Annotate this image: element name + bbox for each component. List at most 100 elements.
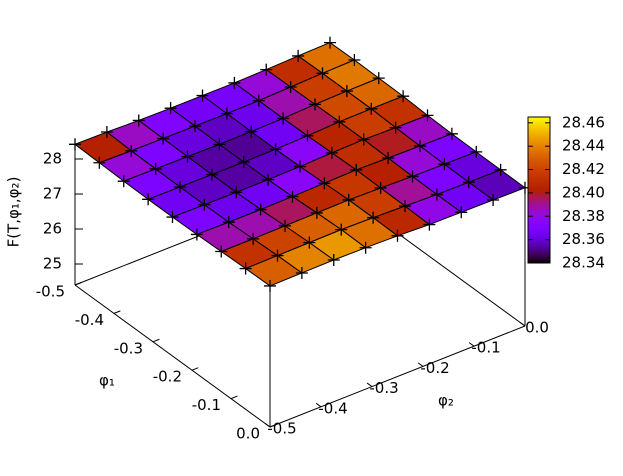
y-tick-label: 0.0 [525, 319, 549, 337]
point-marker [350, 163, 363, 176]
point-marker [279, 219, 291, 232]
point-marker [494, 163, 507, 176]
base-edge [74, 284, 271, 428]
point-marker [414, 140, 426, 153]
point-marker [215, 245, 228, 258]
point-marker [125, 144, 138, 157]
z-tick-label: 28 [43, 150, 62, 168]
x-tick-label: -0.4 [75, 311, 104, 329]
point-marker [252, 94, 265, 107]
point-marker [247, 232, 260, 245]
point-marker [333, 115, 346, 128]
y-tick-label: -0.3 [369, 379, 398, 397]
point-marker [284, 81, 297, 93]
point-marker [262, 173, 275, 186]
point-marker [357, 133, 370, 146]
point-marker [397, 90, 410, 103]
x-tick [269, 424, 277, 428]
colorbar-tick-label: 28.36 [562, 230, 605, 248]
point-marker [335, 223, 348, 236]
x-tick [230, 395, 238, 400]
point-marker [245, 125, 258, 138]
colorbar-tick-label: 28.38 [562, 207, 605, 225]
point-marker [142, 193, 155, 206]
point-marker [316, 67, 329, 80]
point-marker [421, 109, 434, 122]
x-tick [152, 338, 160, 343]
point-marker [213, 138, 226, 151]
y-tick [519, 322, 526, 327]
colorbar-gradient [527, 116, 551, 264]
colorbar-tick-label: 28.40 [562, 183, 605, 201]
point-marker [100, 126, 113, 139]
point-marker [423, 218, 436, 231]
point-marker [389, 121, 402, 134]
point-marker [205, 168, 218, 181]
point-marker [455, 206, 468, 219]
point-marker [399, 200, 411, 213]
point-marker [69, 138, 81, 151]
point-marker [294, 160, 306, 173]
point-marker [260, 63, 273, 76]
point-marker [372, 72, 385, 85]
point-marker [309, 98, 321, 111]
y-tick-label: -0.2 [420, 359, 449, 377]
point-marker [239, 262, 252, 275]
z-tick-label: 27 [43, 185, 62, 203]
point-marker [292, 49, 305, 62]
point-marker [254, 203, 267, 216]
y-tick [366, 382, 373, 388]
point-marker [286, 190, 299, 203]
point-marker [149, 162, 162, 175]
x-tick-label: -0.3 [114, 339, 143, 357]
point-marker [324, 36, 336, 49]
point-marker [166, 211, 179, 224]
point-marker [391, 229, 404, 242]
colorbar-tick-label: 28.44 [562, 137, 605, 155]
point-marker [157, 132, 170, 145]
point-marker [269, 143, 282, 156]
z-tick-label: 25 [43, 255, 62, 273]
point-marker [196, 89, 209, 102]
points [69, 36, 531, 292]
point-marker [382, 152, 395, 164]
x-tick-label: -0.1 [192, 396, 221, 414]
y-tick [264, 423, 271, 428]
point-marker [271, 249, 284, 262]
point-marker [367, 211, 380, 224]
x-tick-label: 0.0 [236, 425, 260, 443]
point-marker [220, 107, 233, 120]
point-marker [189, 120, 201, 133]
y-tick-label: -0.1 [471, 339, 500, 357]
point-marker [340, 85, 353, 98]
x-tick-label: -0.2 [153, 368, 182, 386]
point-marker [190, 228, 203, 241]
colorbar-tick-label: 28.46 [562, 113, 605, 131]
y-tick-label: -0.4 [318, 399, 347, 417]
y-axis-label: φ₂ [438, 392, 454, 410]
colorbar-tick-label: 28.34 [562, 254, 605, 272]
point-marker [181, 150, 194, 163]
z-axis-label: F(T,φ₁,φ₂) [5, 177, 23, 248]
point-marker [198, 198, 211, 211]
point-marker [277, 112, 290, 125]
point-marker [301, 129, 314, 142]
y-tick [417, 362, 424, 367]
y-tick [468, 342, 475, 347]
z-tick-label: 26 [43, 220, 62, 238]
y-tick-label: -0.5 [267, 420, 296, 438]
point-marker [303, 236, 316, 249]
colorbar-tick-label: 28.42 [562, 160, 605, 178]
point-marker [228, 76, 241, 89]
colorbar: 28.34 28.36 28.38 28.40 28.42 28.44 28.46 [527, 113, 605, 272]
point-marker [430, 188, 443, 201]
point-marker [487, 194, 500, 207]
point-marker [222, 216, 235, 229]
point-marker [93, 156, 106, 169]
point-marker [264, 279, 276, 292]
point-marker [164, 102, 177, 115]
point-marker [117, 175, 130, 188]
point-marker [445, 127, 458, 140]
point-marker [295, 266, 308, 279]
